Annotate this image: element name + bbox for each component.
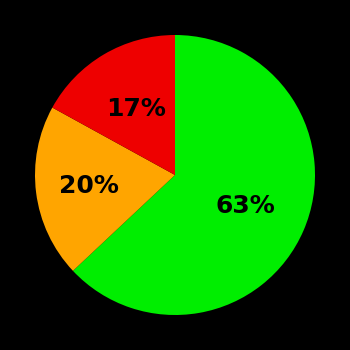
Wedge shape bbox=[73, 35, 315, 315]
Text: 17%: 17% bbox=[106, 97, 166, 121]
Text: 63%: 63% bbox=[216, 194, 275, 218]
Wedge shape bbox=[52, 35, 175, 175]
Text: 20%: 20% bbox=[59, 174, 119, 198]
Wedge shape bbox=[35, 107, 175, 271]
